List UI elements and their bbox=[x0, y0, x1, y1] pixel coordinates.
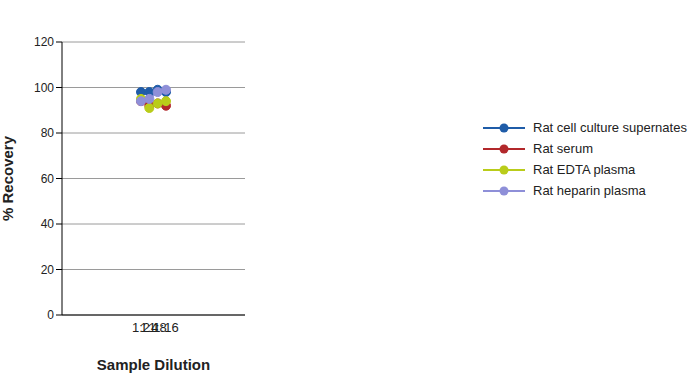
svg-text:20: 20 bbox=[41, 263, 55, 277]
svg-text:Sample Dilution: Sample Dilution bbox=[97, 356, 210, 373]
html-text:Rat serum: Rat serum bbox=[533, 141, 593, 156]
svg-text:100: 100 bbox=[34, 81, 54, 95]
svg-text:1:16: 1:16 bbox=[153, 320, 178, 335]
svg-text:% Recovery: % Recovery bbox=[8, 135, 16, 221]
html-text:Rat EDTA plasma: Rat EDTA plasma bbox=[533, 162, 636, 177]
svg-text:120: 120 bbox=[34, 35, 54, 49]
html-text:Rat cell culture supernates: Rat cell culture supernates bbox=[533, 120, 687, 135]
svg-text:40: 40 bbox=[41, 217, 55, 231]
svg-text:60: 60 bbox=[41, 172, 55, 186]
svg-text:0: 0 bbox=[47, 308, 54, 322]
html-text:Rat heparin plasma: Rat heparin plasma bbox=[533, 183, 646, 198]
svg-text:80: 80 bbox=[41, 126, 55, 140]
